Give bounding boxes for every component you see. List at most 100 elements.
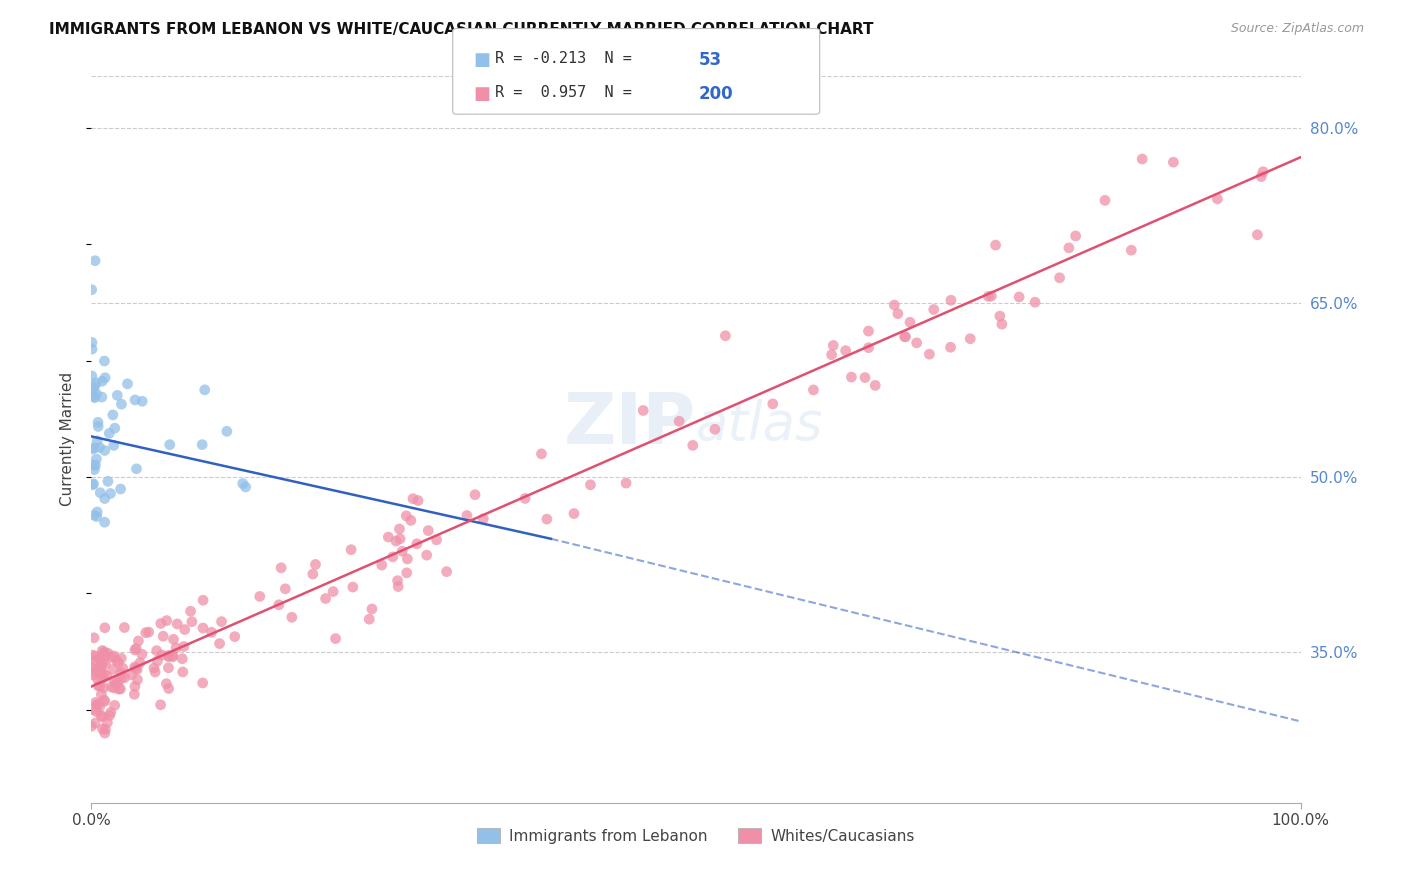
Point (315, 591, 337, 606)
Point (281, 610, 304, 624)
Point (83, 441, 105, 455)
Point (898, 315, 921, 329)
Point (89, 651, 111, 665)
Point (340, 542, 363, 557)
Point (91, 374, 114, 388)
Point (84, 253, 107, 268)
Point (579, 477, 602, 491)
Point (984, 238, 1007, 252)
Point (270, 561, 292, 575)
Point (80, 660, 103, 674)
Point (94, 649, 117, 664)
Point (325, 632, 347, 646)
Point (1094, 194, 1116, 208)
Point (208, 637, 231, 651)
Point (114, 671, 136, 685)
Point (159, 438, 181, 452)
Point (166, 616, 188, 631)
Point (415, 548, 437, 562)
Point (883, 298, 905, 312)
Point (94, 370, 117, 384)
Point (165, 640, 187, 655)
Point (682, 438, 704, 452)
Point (111, 661, 134, 675)
Point (125, 641, 148, 656)
Point (1049, 270, 1071, 285)
Point (1024, 295, 1046, 310)
Point (267, 598, 290, 612)
Point (86, 672, 108, 686)
Point (90, 667, 112, 681)
Point (152, 629, 174, 643)
Point (93, 646, 115, 660)
Point (162, 649, 184, 664)
Point (371, 558, 394, 573)
Point (157, 661, 180, 675)
Point (90, 687, 112, 701)
Point (418, 524, 440, 538)
Point (149, 616, 172, 631)
Point (464, 488, 486, 502)
Point (191, 593, 214, 607)
Point (90, 709, 112, 723)
Point (80, 283, 103, 297)
Point (91, 643, 114, 657)
Point (530, 447, 553, 461)
Point (93, 693, 115, 707)
Point (322, 584, 344, 599)
Point (94, 694, 117, 708)
Point (395, 508, 418, 523)
Point (84, 716, 107, 731)
Point (101, 650, 124, 665)
Point (200, 625, 222, 640)
Point (991, 317, 1014, 331)
Point (194, 383, 217, 397)
Point (105, 388, 128, 402)
Text: 53: 53 (699, 51, 721, 69)
Point (215, 425, 238, 439)
Point (97, 475, 120, 489)
Point (399, 513, 422, 527)
Point (91, 672, 114, 686)
Point (155, 676, 177, 690)
Point (93, 515, 115, 529)
Point (101, 408, 124, 422)
Point (83, 508, 105, 523)
Point (939, 293, 962, 308)
Point (631, 403, 654, 417)
Point (105, 653, 128, 667)
Point (150, 648, 173, 662)
Point (562, 507, 585, 521)
Point (149, 698, 172, 712)
Point (124, 660, 146, 674)
Point (1057, 241, 1080, 255)
Point (96, 715, 118, 730)
Text: R =  0.957  N =: R = 0.957 N = (495, 85, 641, 100)
Point (536, 512, 558, 526)
Point (93, 681, 115, 695)
Point (387, 580, 409, 594)
Point (124, 392, 146, 407)
Point (823, 338, 845, 352)
Point (180, 604, 202, 618)
Point (89, 679, 111, 693)
Point (110, 681, 132, 696)
Point (894, 330, 917, 344)
Point (93, 443, 115, 458)
Point (96, 669, 118, 683)
Point (80, 342, 103, 356)
Y-axis label: Currently Married: Currently Married (60, 372, 76, 507)
Point (173, 640, 195, 654)
Point (274, 582, 297, 596)
Point (80, 335, 103, 350)
Point (235, 480, 257, 494)
Point (803, 383, 825, 397)
Point (157, 648, 180, 663)
Point (80, 368, 103, 383)
Point (124, 643, 146, 657)
Point (125, 663, 148, 677)
Point (86, 509, 108, 524)
Point (977, 289, 1000, 303)
Point (385, 534, 408, 549)
Point (110, 672, 132, 686)
